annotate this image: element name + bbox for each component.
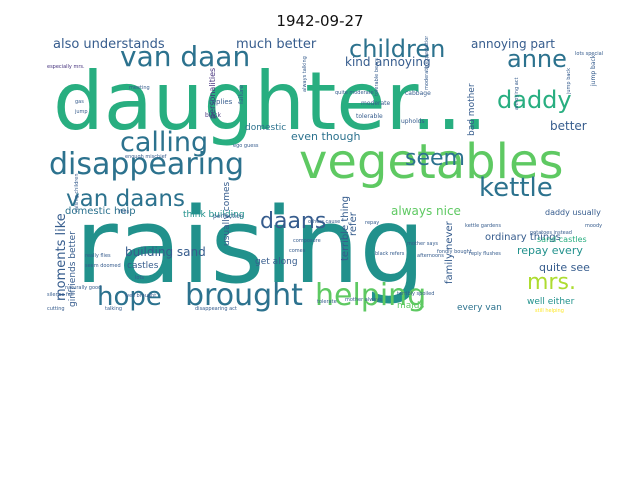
cloud-word: comes: [289, 248, 306, 254]
cloud-word: even though: [291, 130, 361, 143]
cloud-word: tolerate: [317, 299, 337, 305]
cloud-word: jump back: [566, 67, 572, 94]
cloud-word: domestic help: [65, 206, 136, 217]
cloud-word: daddy: [497, 86, 572, 114]
cloud-word: brought: [185, 278, 303, 313]
cloud-word: annoying act: [514, 77, 520, 110]
cloud-word: jump: [75, 109, 88, 115]
cloud-word: kettle: [479, 173, 553, 203]
cloud-word: upholds: [401, 118, 425, 125]
cloud-word: every van: [457, 303, 502, 313]
cloud-word: enough mischief: [125, 154, 167, 160]
cloud-word: daughter...: [53, 55, 488, 148]
cloud-word: mother says: [407, 241, 439, 247]
cloud-word: composure: [293, 238, 321, 244]
cloud-word: moderate expectations: [424, 36, 430, 90]
cloud-word: ordinary things: [485, 232, 561, 243]
cloud-word: black: [205, 112, 221, 119]
cloud-word: seem doomed: [85, 263, 121, 269]
cloud-word: get along: [255, 257, 298, 267]
cloud-word: castles: [127, 261, 159, 271]
cloud-word: potatoes instead: [530, 230, 572, 236]
cloud-word: helping: [315, 278, 427, 313]
cloud-word: vegetables: [299, 134, 564, 190]
cloud-word: well either: [527, 297, 575, 307]
cloud-word: tolerable: [356, 113, 383, 120]
cloud-word: anne: [507, 45, 567, 73]
cloud-word: moderate: [361, 100, 391, 107]
cloud-word: kettle gardens: [465, 223, 501, 229]
cloud-word: mrs.: [527, 270, 576, 295]
cloud-word: fondly bought: [437, 249, 472, 255]
cloud-word: always talking: [302, 56, 308, 92]
cloud-word: children: [349, 36, 446, 63]
cloud-word: especially mrs.: [47, 64, 85, 70]
cloud-word: much better: [236, 37, 317, 52]
cloud-word: kind: [345, 55, 371, 69]
cloud-word: maids: [397, 301, 425, 311]
cloud-word: seem: [405, 146, 465, 171]
cloud-word: annoying part: [471, 37, 555, 51]
cloud-word: well brought: [125, 293, 157, 299]
cloud-word: cabbage: [405, 90, 431, 97]
cloud-word: sand castles: [537, 235, 587, 244]
cloud-word: ego guess: [233, 143, 259, 149]
cloud-word: hope: [97, 282, 162, 312]
cloud-word: annoying: [375, 55, 431, 69]
cloud-word: van daans: [66, 186, 185, 212]
cloud-word: afternoons: [417, 253, 444, 259]
cloud-word: domestic: [245, 123, 287, 133]
word-cloud: raising daughter... vegetables disappearing…: [45, 36, 611, 316]
cloud-word: disappearing: [49, 147, 245, 182]
cloud-word: bad mother: [467, 83, 477, 136]
cloud-word: moody: [585, 223, 603, 229]
cloud-word: always nice: [391, 204, 461, 218]
cloud-word: failure: [238, 85, 245, 104]
cloud-word: think building: [183, 210, 245, 220]
cloud-word: reply flushes: [469, 251, 501, 257]
cloud-word: van daan: [120, 40, 251, 73]
cloud-word: disappearing act: [195, 306, 237, 312]
cloud-word: naturally good: [65, 285, 102, 291]
cloud-word: cutting: [47, 306, 65, 312]
cloud-word: quite moderate: [335, 90, 374, 96]
cloud-word: talking: [105, 306, 123, 312]
cloud-word: perfection: [213, 213, 244, 220]
cloud-word: refer: [348, 212, 359, 236]
cloud-word: still helping: [535, 308, 564, 314]
cloud-word: terribly spoiled: [397, 291, 435, 297]
cloud-word: replies: [209, 98, 233, 106]
plot-title: 1942-09-27: [276, 12, 364, 30]
cloud-word: daans: [260, 209, 327, 234]
cloud-word: raising children: [74, 173, 80, 213]
cloud-word: really flies: [85, 253, 111, 259]
cloud-word: raising: [75, 185, 426, 307]
cloud-word: others cause: [308, 219, 341, 225]
cloud-word: gas: [75, 99, 84, 105]
cloud-word: quite see: [539, 261, 590, 274]
cloud-word: lots special: [575, 51, 604, 57]
cloud-word: silence fell: [47, 292, 74, 298]
cloud-word: mother always: [345, 297, 382, 303]
cloud-word: jump back: [590, 54, 597, 86]
cloud-word: flies: [119, 209, 130, 215]
cloud-word: repay every: [517, 244, 583, 257]
cloud-word: better: [550, 119, 587, 133]
cloud-word: repay: [365, 220, 380, 226]
cloud-word: calling: [120, 127, 209, 158]
cloud-word: meeting: [129, 85, 150, 91]
cloud-word: daddy usually: [545, 208, 601, 217]
cloud-word: tolerable bears: [374, 58, 380, 96]
cloud-word: black refers: [375, 251, 405, 257]
cloud-word: building sand: [125, 245, 206, 259]
cloud-word: lots: [135, 275, 145, 281]
cloud-word: also understands: [53, 37, 165, 52]
